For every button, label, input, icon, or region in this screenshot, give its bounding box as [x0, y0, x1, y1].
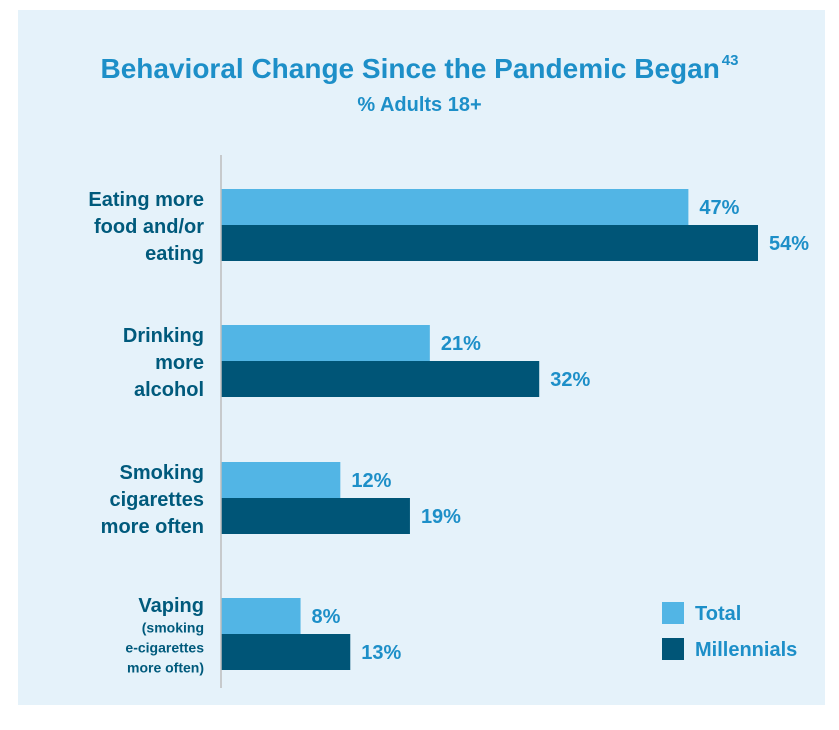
legend-swatch-millennials — [662, 638, 684, 660]
title-footnote-ref: 43 — [721, 52, 739, 69]
value-label-total-2: 12% — [351, 470, 391, 492]
value-label-total-1: 21% — [441, 333, 481, 355]
category-label-1-line-0: Drinking — [123, 325, 204, 347]
legend-label-total: Total — [695, 603, 741, 625]
category-label-0-line-1: food and/or — [94, 216, 204, 238]
bar-total-0 — [221, 189, 689, 225]
bar-millennials-3 — [221, 634, 351, 670]
bar-millennials-0 — [221, 225, 758, 261]
bar-millennials-1 — [221, 361, 540, 397]
value-label-total-0: 47% — [699, 197, 739, 219]
category-label-2-line-0: Smoking — [120, 462, 204, 484]
bar-millennials-2 — [221, 498, 410, 534]
value-label-total-3: 8% — [312, 606, 341, 628]
category-label-0-line-0: Eating more — [88, 189, 204, 211]
value-label-millennials-2: 19% — [421, 506, 461, 528]
value-label-millennials-0: 54% — [769, 233, 809, 255]
category-label-3-line-1: (smoking — [142, 620, 204, 636]
value-label-millennials-1: 32% — [550, 369, 590, 391]
legend-swatch-total — [662, 602, 684, 624]
category-label-2-line-1: cigarettes — [110, 489, 205, 511]
category-label-1-line-2: alcohol — [134, 379, 204, 401]
value-label-millennials-3: 13% — [361, 642, 401, 664]
category-label-2-line-2: more often — [101, 516, 204, 538]
category-label-1-line-1: more — [155, 352, 204, 374]
legend-label-millennials: Millennials — [695, 639, 797, 661]
chart-subtitle: % Adults 18+ — [357, 94, 482, 116]
bar-total-2 — [221, 462, 341, 498]
category-label-3-line-0: Vaping — [138, 595, 204, 617]
category-label-3-line-3: more often) — [127, 660, 204, 676]
chart-title: Behavioral Change Since the Pandemic Beg… — [0, 52, 839, 85]
category-label-0-line-2: eating — [145, 243, 204, 265]
chart-title-text: Behavioral Change Since the Pandemic Beg… — [100, 53, 720, 84]
bar-total-3 — [221, 598, 301, 634]
category-label-3-line-2: e-cigarettes — [125, 640, 204, 656]
bar-total-1 — [221, 325, 430, 361]
